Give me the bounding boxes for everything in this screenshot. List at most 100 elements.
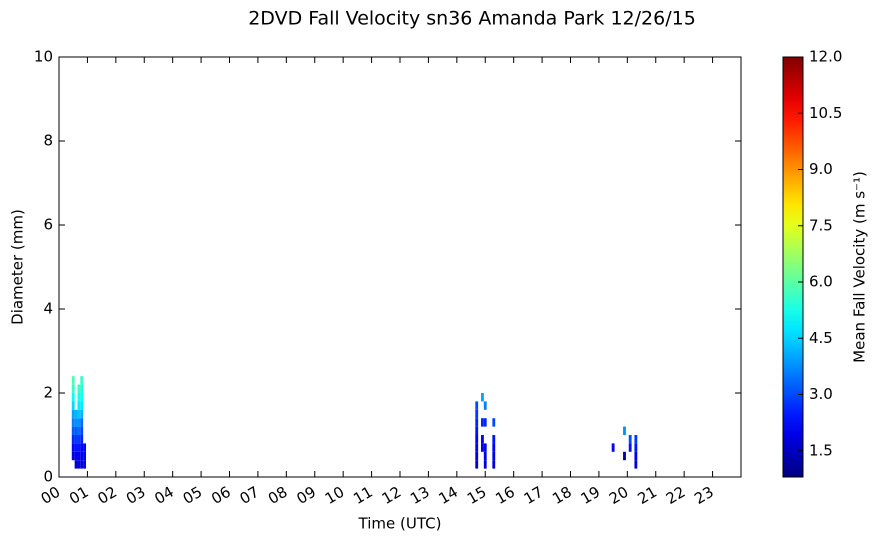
cell	[475, 460, 479, 469]
colorbar-tick-label: 3.0	[809, 385, 833, 403]
x-tick-label: 09	[293, 483, 319, 508]
colorbar-tick-label: 12.0	[809, 48, 842, 66]
y-tick-label: 8	[43, 132, 53, 150]
x-tick-label: 06	[208, 483, 234, 508]
cell	[77, 418, 81, 427]
cell	[83, 451, 86, 461]
x-tick-label: 11	[350, 483, 376, 508]
x-tick-label: 14	[436, 483, 462, 508]
x-tick-label: 03	[123, 483, 149, 508]
cell	[74, 426, 78, 435]
cell	[492, 443, 496, 452]
cell	[492, 418, 496, 427]
y-tick-label: 6	[43, 216, 53, 234]
x-tick-label: 17	[521, 483, 547, 508]
cell	[628, 443, 632, 452]
cell	[71, 401, 75, 410]
cell	[71, 376, 75, 385]
cell	[475, 418, 479, 427]
cell	[80, 393, 84, 402]
x-tick-label: 21	[634, 483, 660, 508]
x-tick-label: 10	[322, 483, 348, 508]
cell	[80, 443, 84, 452]
cell	[634, 460, 638, 469]
cell	[483, 401, 487, 410]
cell	[74, 451, 78, 461]
cell	[480, 418, 484, 427]
x-axis-label: Time (UTC)	[358, 515, 442, 533]
plot-frame	[58, 56, 742, 478]
y-tick-label: 0	[43, 468, 53, 486]
cell	[628, 435, 632, 444]
cell	[77, 401, 81, 410]
cell	[77, 393, 81, 402]
cell	[480, 443, 484, 452]
cell	[80, 460, 84, 469]
cell	[77, 435, 81, 444]
cell	[480, 435, 484, 444]
cell	[77, 451, 81, 461]
cell	[475, 435, 479, 444]
cell	[80, 401, 84, 410]
cell	[623, 451, 626, 461]
colorbar-tick-label: 9.0	[809, 160, 833, 178]
cell	[475, 401, 479, 410]
cell	[83, 460, 86, 469]
colorbar-label: Mean Fall Velocity (m s⁻¹)	[851, 171, 869, 363]
cell	[74, 460, 78, 469]
x-tick-label: 18	[549, 483, 575, 508]
colorbar-tick-label: 6.0	[809, 273, 833, 291]
cell	[77, 426, 81, 435]
cell	[492, 435, 496, 444]
cell	[74, 418, 78, 427]
cell	[483, 451, 487, 461]
cell	[71, 435, 75, 444]
cell	[483, 443, 487, 452]
x-tick-label: 15	[464, 483, 490, 508]
y-axis-label: Diameter (mm)	[9, 209, 27, 325]
cell	[611, 443, 615, 452]
cell	[80, 384, 84, 393]
cell	[80, 376, 84, 385]
cell	[74, 409, 78, 419]
cell	[80, 418, 84, 427]
cell	[634, 435, 638, 444]
x-tick-label: 16	[492, 483, 518, 508]
x-tick-label: 00	[38, 483, 64, 508]
x-tick-label: 01	[66, 483, 92, 508]
colorbar-tick-label: 4.5	[809, 329, 833, 347]
cell	[475, 443, 479, 452]
x-tick-label: 22	[663, 483, 689, 508]
x-tick-label: 13	[407, 483, 433, 508]
cell	[71, 426, 75, 435]
y-tick-label: 10	[34, 48, 53, 66]
cell	[77, 409, 81, 419]
x-tick-label: 04	[151, 483, 177, 508]
cell	[80, 451, 84, 461]
colorbar-tick-label: 7.5	[809, 216, 833, 234]
colorbar-tick-label: 1.5	[809, 441, 833, 459]
colorbar	[782, 56, 804, 478]
cell	[74, 443, 78, 452]
cell	[634, 443, 638, 452]
cell	[80, 426, 84, 435]
x-tick-label: 23	[691, 483, 717, 508]
cell	[77, 460, 81, 469]
cell	[80, 435, 84, 444]
x-tick-label: 02	[95, 483, 121, 508]
cell	[475, 451, 479, 461]
cell	[483, 418, 487, 427]
cell	[623, 426, 626, 435]
colorbar-tick-label: 10.5	[809, 104, 842, 122]
cell	[77, 384, 81, 393]
x-tick-label: 08	[265, 483, 291, 508]
cell	[475, 426, 479, 435]
cell	[475, 409, 479, 419]
cell	[492, 451, 496, 461]
y-tick-label: 4	[43, 300, 53, 318]
cell	[77, 443, 81, 452]
cell	[74, 435, 78, 444]
cell	[71, 443, 75, 452]
cell	[634, 451, 638, 461]
